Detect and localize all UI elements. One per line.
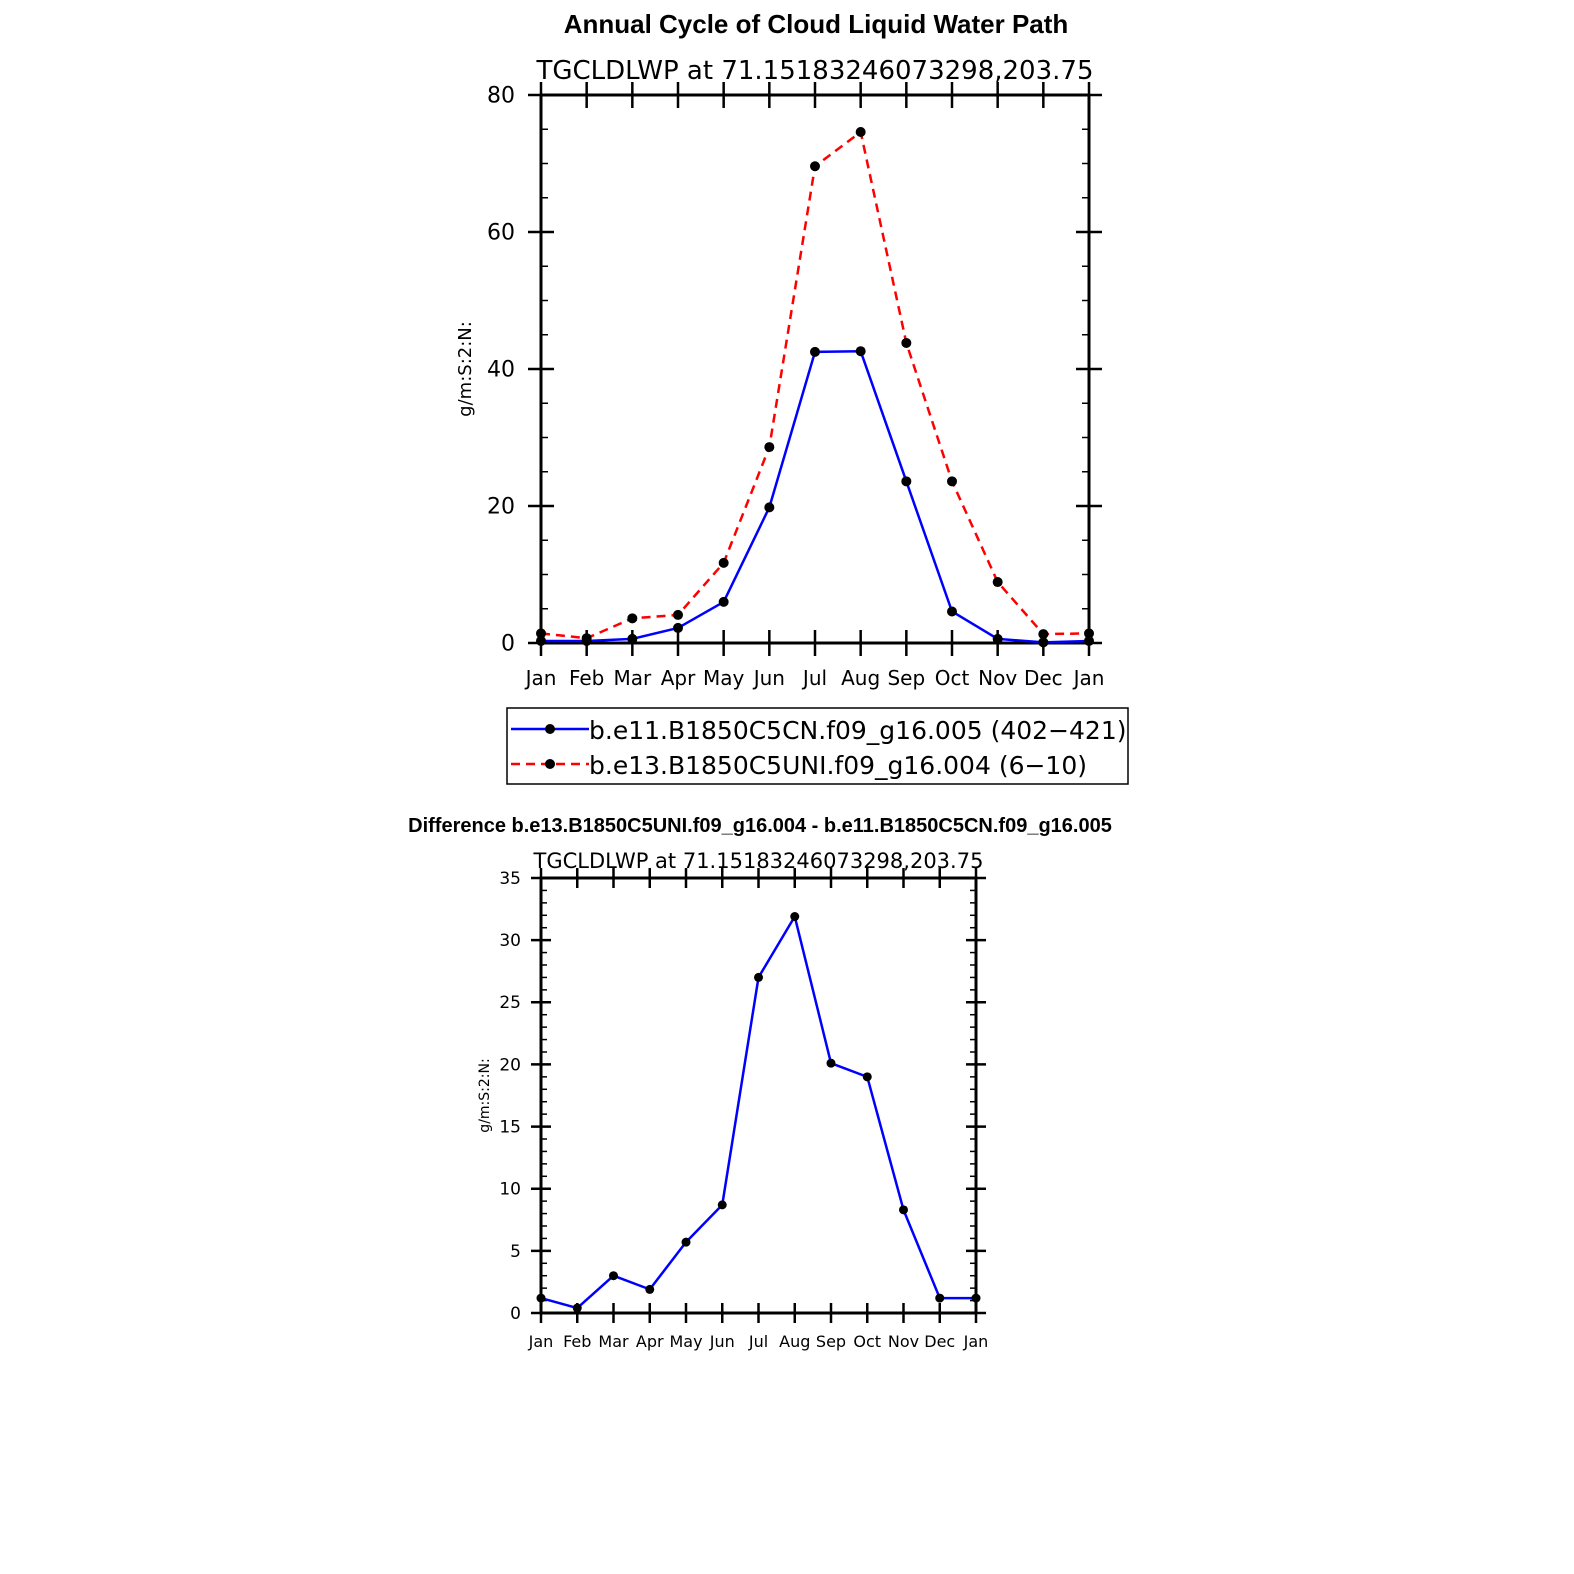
data-point bbox=[992, 577, 1003, 588]
x-tick-label: Dec bbox=[924, 1332, 955, 1351]
y-tick-label: 35 bbox=[499, 869, 521, 889]
data-point bbox=[718, 557, 729, 568]
x-tick-label: Aug bbox=[779, 1332, 810, 1351]
data-point bbox=[901, 476, 912, 487]
legend: b.e11.B1850C5CN.f09_g16.005 (402−421) b.… bbox=[506, 707, 1129, 785]
x-tick-label: May bbox=[669, 1332, 702, 1351]
data-point bbox=[536, 628, 546, 639]
x-tick-label: Jan bbox=[528, 1332, 554, 1351]
data-point bbox=[681, 1237, 691, 1247]
data-point bbox=[1084, 628, 1094, 639]
legend-marker-series-2 bbox=[545, 759, 555, 769]
data-point bbox=[862, 1072, 872, 1082]
x-tick-label: Jul bbox=[801, 666, 827, 690]
x-tick-label: Jan bbox=[524, 666, 557, 690]
y-tick-label: 0 bbox=[510, 1304, 521, 1324]
y-tick-label: 30 bbox=[499, 931, 521, 951]
x-tick-label: Apr bbox=[661, 666, 696, 690]
data-point bbox=[1084, 635, 1094, 646]
x-tick-label: Oct bbox=[935, 666, 970, 690]
data-point bbox=[855, 126, 866, 137]
data-point bbox=[673, 609, 683, 620]
plot-frame bbox=[539, 93, 1091, 645]
data-point bbox=[1038, 637, 1049, 648]
series-line-2 bbox=[540, 130, 1090, 640]
legend-marker-series-1 bbox=[545, 724, 555, 734]
difference-title: Difference b.e13.B1850C5UNI.f09_g16.004 … bbox=[408, 815, 1112, 837]
data-point bbox=[810, 161, 820, 172]
data-point bbox=[826, 1058, 836, 1068]
x-tick-label: Feb bbox=[569, 666, 604, 690]
legend-label-series-2: b.e13.B1850C5UNI.f09_g16.004 (6−10) bbox=[589, 751, 1087, 780]
data-point bbox=[581, 633, 592, 644]
x-tick-label: Apr bbox=[636, 1332, 664, 1351]
data-point bbox=[536, 635, 546, 646]
data-point bbox=[717, 1200, 727, 1210]
y-tick-label: 0 bbox=[501, 632, 515, 657]
data-point bbox=[764, 442, 775, 453]
x-tick-label: Jun bbox=[752, 666, 785, 690]
y-tick-label: 60 bbox=[487, 221, 515, 246]
x-tick-label: Feb bbox=[563, 1332, 591, 1351]
data-point bbox=[645, 1284, 655, 1294]
x-tick-label: Oct bbox=[853, 1332, 881, 1351]
y-tick-label: 25 bbox=[499, 993, 521, 1013]
data-point bbox=[810, 346, 820, 357]
x-tick-label: Nov bbox=[888, 1332, 919, 1351]
data-point bbox=[764, 502, 775, 513]
x-tick-label: Jan bbox=[1072, 666, 1105, 690]
series-line-1 bbox=[541, 349, 1090, 644]
main-title: Annual Cycle of Cloud Liquid Water Path bbox=[564, 9, 1069, 39]
x-tick-label: Nov bbox=[978, 666, 1017, 690]
x-tick-label: Mar bbox=[613, 666, 652, 690]
data-point bbox=[947, 476, 957, 487]
data-point bbox=[971, 1293, 981, 1303]
data-point bbox=[754, 972, 763, 982]
x-tick-label: Jul bbox=[748, 1332, 768, 1351]
legend-frame bbox=[506, 707, 1129, 785]
x-tick-label: May bbox=[703, 666, 745, 690]
data-point bbox=[627, 633, 638, 644]
data-point bbox=[572, 1303, 582, 1313]
x-tick-label: Aug bbox=[841, 666, 880, 690]
data-point bbox=[627, 613, 638, 624]
y-tick-label: 80 bbox=[487, 84, 515, 109]
y-tick-label: 5 bbox=[510, 1242, 521, 1262]
data-point bbox=[855, 346, 866, 357]
y-tick-label: 20 bbox=[487, 495, 515, 520]
legend-label-series-1: b.e11.B1850C5CN.f09_g16.005 (402−421) bbox=[589, 716, 1127, 745]
x-tick-label: Mar bbox=[598, 1332, 629, 1351]
data-point bbox=[947, 606, 957, 617]
y-tick-label: 40 bbox=[487, 358, 515, 383]
plot-frame bbox=[539, 876, 978, 1315]
data-point bbox=[992, 633, 1003, 644]
data-point bbox=[790, 912, 800, 922]
data-point bbox=[1038, 629, 1049, 640]
x-tick-label: Jan bbox=[963, 1332, 989, 1351]
y-axis-label: g/m:S:2:N: bbox=[477, 1058, 493, 1132]
x-tick-label: Sep bbox=[816, 1332, 846, 1351]
data-point bbox=[901, 337, 912, 348]
data-point bbox=[899, 1205, 908, 1215]
x-tick-label: Jun bbox=[709, 1332, 735, 1351]
data-point bbox=[536, 1293, 546, 1303]
data-point bbox=[609, 1271, 618, 1281]
data-point bbox=[935, 1293, 945, 1303]
y-axis-label: g/m:S:2:N: bbox=[455, 321, 476, 417]
chart-subtitle: TGCLDLWP at 71.15183246073298,203.75 bbox=[535, 56, 1093, 86]
y-tick-label: 20 bbox=[499, 1055, 521, 1075]
y-tick-label: 15 bbox=[499, 1118, 521, 1138]
y-tick-label: 10 bbox=[499, 1180, 521, 1200]
data-point bbox=[673, 622, 683, 633]
top-chart: TGCLDLWP at 71.15183246073298,203.75 Jan F… bbox=[455, 56, 1104, 690]
x-tick-label: Sep bbox=[887, 666, 925, 690]
x-tick-label: Dec bbox=[1024, 666, 1063, 690]
data-point bbox=[718, 596, 729, 607]
